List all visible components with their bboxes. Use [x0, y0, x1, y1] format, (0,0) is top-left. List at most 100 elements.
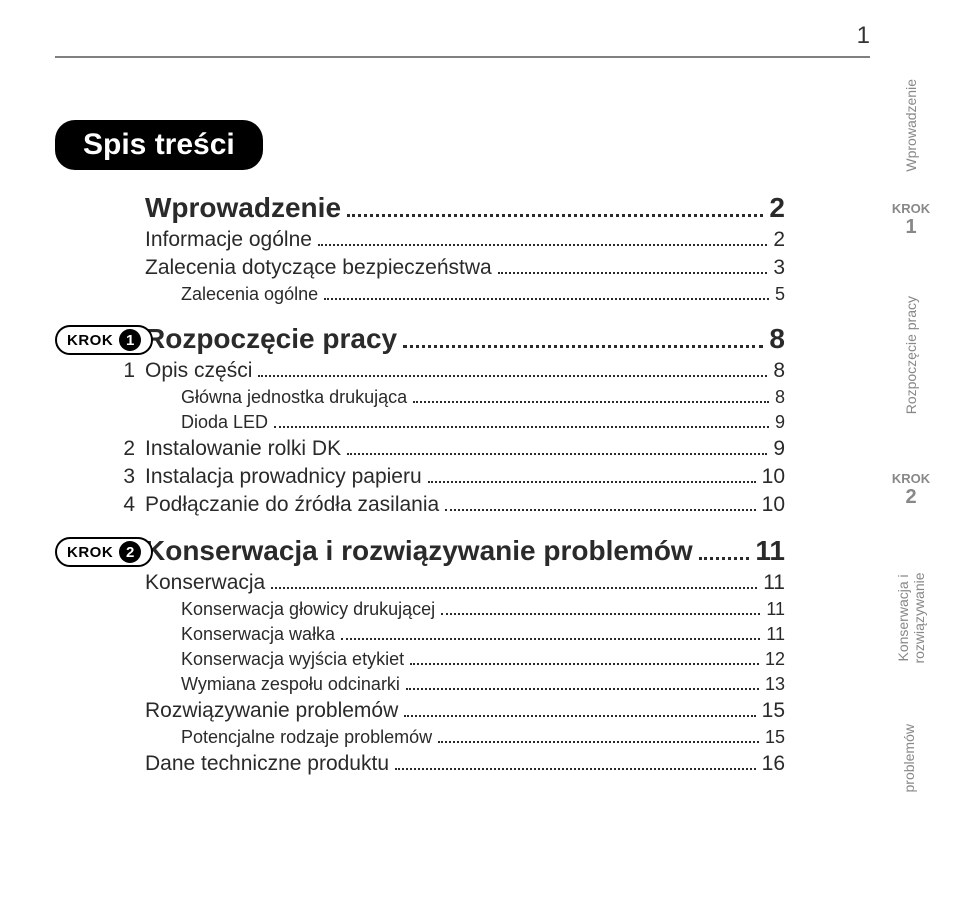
side-tabs: Wprowadzenie KROK 1 Rozpoczęcie pracy KR… — [880, 60, 942, 800]
toc-item: 3 Instalacja prowadnicy papieru 10 — [109, 465, 785, 489]
side-tab-intro: Wprowadzenie — [880, 60, 942, 190]
toc-item: Zalecenia dotyczące bezpieczeństwa 3 — [145, 256, 785, 280]
toc-page: 16 — [762, 752, 785, 776]
toc-dots — [413, 401, 769, 403]
toc-label: Instalacja prowadnicy papieru — [145, 465, 422, 489]
toc-num: 3 — [109, 465, 135, 489]
toc-subitem: Główna jednostka drukująca 8 — [181, 387, 785, 408]
toc-label: Konserwacja głowicy drukującej — [181, 599, 435, 620]
toc-page: 11 — [766, 599, 785, 620]
toc-content: Spis treści Wprowadzenie 2 Informacje og… — [55, 120, 785, 780]
toc-dots — [404, 715, 755, 717]
toc-page: 11 — [755, 535, 785, 567]
toc-dots — [258, 375, 767, 377]
toc-page: 8 — [769, 323, 785, 355]
toc-label: Główna jednostka drukująca — [181, 387, 407, 408]
toc-page: 12 — [765, 649, 785, 670]
side-tab-krok1: KROK 1 — [880, 190, 942, 250]
toc-page: 15 — [762, 699, 785, 723]
toc-page: 13 — [765, 674, 785, 695]
toc-item: Informacje ogólne 2 — [145, 228, 785, 252]
toc-label: Opis części — [145, 359, 252, 383]
side-krok-num: 1 — [892, 216, 930, 239]
toc-label: Wymiana zespołu odcinarki — [181, 674, 400, 695]
side-krok-num: 2 — [892, 486, 930, 509]
toc-page: 11 — [763, 571, 785, 595]
toc-num: 2 — [109, 437, 135, 461]
toc-dots — [428, 481, 756, 483]
toc-page: 9 — [773, 437, 785, 461]
page-number: 1 — [857, 22, 870, 50]
toc-page: 8 — [773, 359, 785, 383]
toc-subitem: Zalecenia ogólne 5 — [181, 284, 785, 305]
toc-label: Instalowanie rolki DK — [145, 437, 341, 461]
toc-section-step2: Konserwacja i rozwiązywanie problemów 11 — [145, 535, 785, 567]
toc-label: Rozwiązywanie problemów — [145, 699, 398, 723]
side-krok-text: KROK — [892, 201, 930, 216]
toc-item: 1 Opis części 8 — [109, 359, 785, 383]
toc-page: 8 — [775, 387, 785, 408]
toc-dots — [324, 298, 769, 300]
step-badge-2: KROK 2 — [55, 537, 153, 567]
toc-label: Dioda LED — [181, 412, 268, 433]
side-tab-krok2: KROK 2 — [880, 460, 942, 520]
toc-label: Zalecenia ogólne — [181, 284, 318, 305]
toc-label: Konserwacja wyjścia etykiet — [181, 649, 404, 670]
toc-subitem: Wymiana zespołu odcinarki 13 — [181, 674, 785, 695]
toc-dots — [271, 587, 757, 589]
toc-label: Wprowadzenie — [145, 192, 341, 224]
toc-item: Konserwacja 11 — [145, 571, 785, 595]
side-tab-label: Rozpoczęcie pracy — [903, 288, 919, 422]
toc-subitem: Konserwacja głowicy drukującej 11 — [181, 599, 785, 620]
toc-page: 2 — [769, 192, 785, 224]
toc-item: Rozwiązywanie problemów 15 — [145, 699, 785, 723]
toc-label: Konserwacja wałka — [181, 624, 335, 645]
side-tab-line2: problemów — [901, 724, 917, 792]
toc-dots — [274, 426, 769, 428]
toc-label: Rozpoczęcie pracy — [145, 323, 397, 355]
toc-label: Dane techniczne produktu — [145, 752, 389, 776]
toc-dots — [347, 453, 767, 455]
toc-section-intro: Wprowadzenie 2 — [145, 192, 785, 224]
side-tab-krok-label: KROK 2 — [892, 471, 930, 509]
toc-page: 11 — [766, 624, 785, 645]
toc-dots — [395, 768, 756, 770]
side-tab-step2: Konserwacja i rozwiązywanie problemów — [880, 520, 942, 800]
toc-page: 2 — [773, 228, 785, 252]
toc-subitem: Potencjalne rodzaje problemów 15 — [181, 727, 785, 748]
toc-subitem: Konserwacja wałka 11 — [181, 624, 785, 645]
side-krok-text: KROK — [892, 471, 930, 486]
toc-item: Dane techniczne produktu 16 — [145, 752, 785, 776]
side-tab-label: Konserwacja i rozwiązywanie — [895, 520, 927, 716]
side-tab-label: problemów — [901, 716, 917, 800]
toc-num: 1 — [109, 359, 135, 383]
toc-page: 3 — [773, 256, 785, 280]
toc-num: 4 — [109, 493, 135, 517]
toc-dots — [498, 272, 768, 274]
toc-page: 9 — [775, 412, 785, 433]
toc-subitem: Dioda LED 9 — [181, 412, 785, 433]
toc-label: Potencjalne rodzaje problemów — [181, 727, 432, 748]
page-title: Spis treści — [55, 120, 263, 170]
step-badge-number: 2 — [119, 541, 141, 563]
toc-dots — [341, 638, 760, 640]
toc-dots — [441, 613, 760, 615]
toc-page: 10 — [762, 465, 785, 489]
toc-item: 4 Podłączanie do źródła zasilania 10 — [109, 493, 785, 517]
side-tab-krok-label: KROK 1 — [892, 201, 930, 239]
toc-page: 5 — [775, 284, 785, 305]
top-rule — [55, 56, 870, 58]
toc-label: Zalecenia dotyczące bezpieczeństwa — [145, 256, 492, 280]
side-tab-step1: Rozpoczęcie pracy — [880, 250, 942, 460]
step-badge-label: KROK — [67, 332, 113, 349]
side-tab-label: Wprowadzenie — [903, 71, 919, 180]
toc: Wprowadzenie 2 Informacje ogólne 2 Zalec… — [145, 192, 785, 776]
toc-dots — [406, 688, 759, 690]
toc-dots — [445, 509, 755, 511]
toc-label: Informacje ogólne — [145, 228, 312, 252]
toc-dots — [403, 345, 763, 348]
toc-dots — [410, 663, 759, 665]
toc-page: 10 — [762, 493, 785, 517]
step-badge-number: 1 — [119, 329, 141, 351]
toc-page: 15 — [765, 727, 785, 748]
